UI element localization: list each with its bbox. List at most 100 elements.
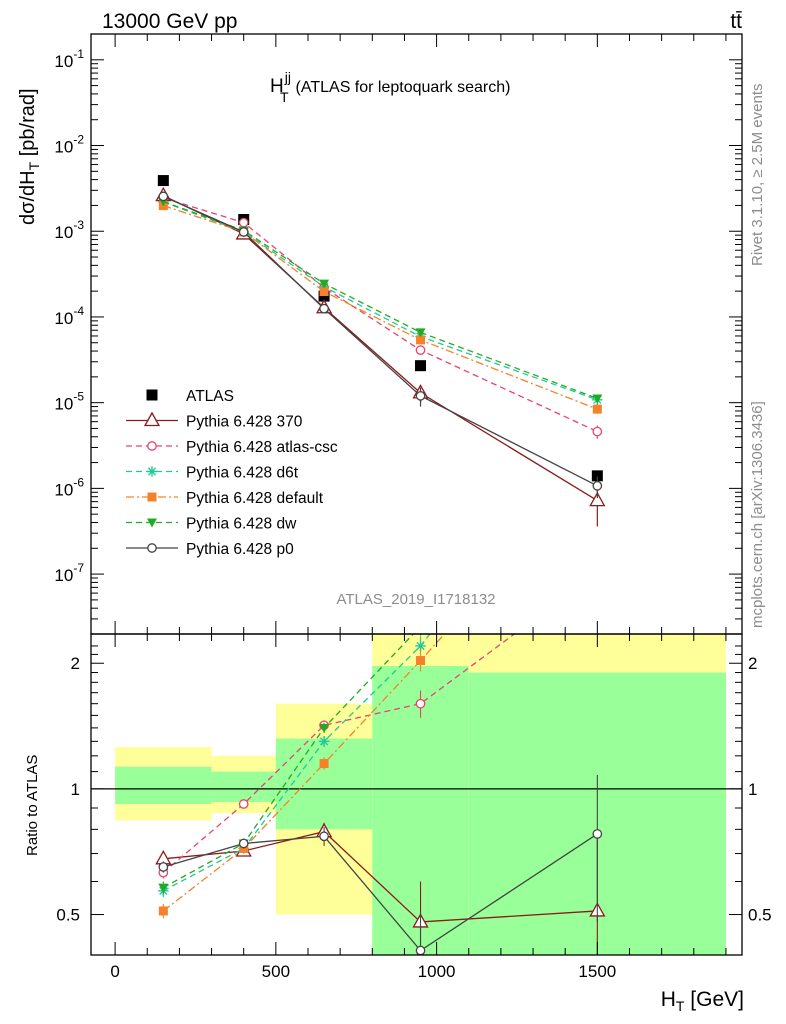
main-point-p0-4 xyxy=(592,481,603,491)
main-ytick-label-base-1: 10 xyxy=(54,480,73,499)
ratio-point-d6t-3 xyxy=(415,640,426,652)
panel-frames xyxy=(90,33,743,956)
ratio-ytick-label-right-0.5: 0.5 xyxy=(748,906,772,925)
ratio-point-default-3 xyxy=(416,656,426,666)
main-point-p370-4 xyxy=(589,491,606,507)
legend-marker-dw xyxy=(147,518,157,528)
main-ytick-label-3: 10-4 xyxy=(54,304,84,328)
ratio-point-d6t-2 xyxy=(318,736,330,747)
mcplots-label: mcplots.cern.ch [arXiv:1306.3436] xyxy=(749,401,766,628)
ratio-point-d6t-2-d2 xyxy=(319,737,329,746)
main-ytick-label-exp-6: -1 xyxy=(73,47,84,61)
main-point-dw-3 xyxy=(415,328,426,338)
legend-marker-default xyxy=(147,492,157,502)
main-ytick-label-exp-0: -7 xyxy=(73,561,84,575)
legend-label-dw: Pythia 6.428 dw xyxy=(186,516,297,533)
ratio-xtick-label-1500: 1500 xyxy=(578,962,616,981)
main-ytick-label-5: 10-2 xyxy=(54,133,84,157)
ratio-point-dw-3 xyxy=(416,622,426,631)
main-ytick-label-6: 10-1 xyxy=(54,47,84,71)
ratio-series-lines xyxy=(155,414,606,955)
ratio-point-p0-4 xyxy=(592,829,603,839)
ratio-point-d6t-3-d2 xyxy=(416,641,425,651)
main-ytick-label-exp-4: -3 xyxy=(73,218,84,232)
ratio-point-dw-2 xyxy=(319,723,330,733)
legend-label-p0: Pythia 6.428 p0 xyxy=(186,541,294,558)
y-axis-ratio-label: Ratio to ATLAS xyxy=(24,755,41,856)
ratio-xtick-label-0: 0 xyxy=(110,962,119,981)
ratio-point-p0-0 xyxy=(158,862,169,872)
ratio-ytick-label-right-1: 1 xyxy=(748,780,757,799)
ratio-line-atlas_csc xyxy=(162,634,516,874)
main-point-atlas_csc-3 xyxy=(415,345,426,355)
ratio-point-atlas_csc-4 xyxy=(593,568,601,576)
main-point-data-3 xyxy=(415,360,427,372)
ratio-point-default-2 xyxy=(319,759,329,769)
ratio-point-atlas_csc-1 xyxy=(238,799,249,809)
ratio-xtick-label-500: 500 xyxy=(262,962,290,981)
ratio-line-default xyxy=(162,634,446,912)
ratio-point-default-0 xyxy=(158,906,168,916)
ratio-point-d6t-4 xyxy=(592,414,602,424)
main-point-data-0 xyxy=(157,175,169,187)
process-label: tt̄ xyxy=(730,10,742,33)
plot-title-sub: T xyxy=(280,89,289,105)
legend-label-p370: Pythia 6.428 370 xyxy=(186,414,303,431)
ratio-point-default-4 xyxy=(593,460,602,469)
ratio-point-p0-1 xyxy=(238,838,249,849)
ratio-frame xyxy=(90,633,743,956)
main-point-default-3 xyxy=(416,335,426,345)
main-point-p0-1 xyxy=(238,227,249,237)
ratio-point-d6t-4-d1 xyxy=(594,415,601,422)
main-point-p0-2 xyxy=(319,303,329,314)
main-series-lines xyxy=(155,175,606,527)
plot-title-rest: (ATLAS for leptoquark search) xyxy=(296,79,511,96)
ratio-point-dw-0 xyxy=(158,883,169,893)
energy-label: 13000 GeV pp xyxy=(102,10,237,33)
main-point-default-2 xyxy=(319,287,329,297)
legend: ATLAS Pythia 6.428 370 Pythia 6.428 atlas-… xyxy=(126,388,338,558)
main-point-p0-3 xyxy=(415,391,426,401)
rivet-label: Rivet 3.1.10, ≥ 2.5M events xyxy=(749,84,766,267)
y-axis-main-label: dσ/dHT [pb/rad] xyxy=(17,88,42,225)
main-point-data-2 xyxy=(318,290,330,302)
main-point-data-4 xyxy=(591,470,603,482)
main-ytick-label-base-0: 10 xyxy=(54,566,73,585)
main-ytick-label-base-3: 10 xyxy=(54,309,73,328)
main-ytick-label-0: 10-7 xyxy=(54,561,84,585)
main-ytick-label-exp-2: -5 xyxy=(73,390,84,404)
plot-title: Hjj T (ATLAS for leptoquark search) xyxy=(270,69,510,105)
main-ytick-label-base-5: 10 xyxy=(54,138,73,157)
main-ytick-label-2: 10-5 xyxy=(54,390,84,414)
x-axis-label: HT [GeV] xyxy=(661,988,744,1014)
legend-marker-p370 xyxy=(143,411,161,427)
main-point-atlas_csc-1 xyxy=(238,217,249,228)
legend-marker-p0 xyxy=(147,543,157,553)
ratio-xtick-label-1000: 1000 xyxy=(418,962,456,981)
ratio-band-green-1 xyxy=(211,771,276,803)
legend-label-default: Pythia 6.428 default xyxy=(186,490,324,507)
main-ytick-label-4: 10-3 xyxy=(54,218,84,242)
legend-label-atlas_csc: Pythia 6.428 atlas-csc xyxy=(186,439,338,456)
ratio-ytick-label-left-0.5: 0.5 xyxy=(56,906,80,925)
plot-title-sup: jj xyxy=(284,69,291,85)
ratio-point-atlas_csc-3 xyxy=(415,698,426,709)
ratio-ytick-label-left-2: 2 xyxy=(71,654,80,673)
legend-marker-atlas_csc xyxy=(147,441,157,451)
legend-marker-d6t xyxy=(146,466,158,477)
main-ytick-label-1: 10-6 xyxy=(54,475,84,499)
ratio-band-green-0 xyxy=(115,766,212,805)
main-ytick-label-base-6: 10 xyxy=(54,52,73,71)
ratio-point-p0-3 xyxy=(415,945,426,955)
main-ytick-label-exp-1: -6 xyxy=(73,475,84,489)
legend-marker-d6t-d2 xyxy=(147,467,157,476)
ratio-point-p0-2 xyxy=(319,831,329,842)
main-ytick-label-base-4: 10 xyxy=(54,223,73,242)
main-ytick-label-exp-3: -4 xyxy=(73,304,84,318)
main-point-atlas_csc-4 xyxy=(592,426,603,437)
plot-title-main: H xyxy=(270,76,284,97)
main-line-dw xyxy=(163,200,598,400)
legend-label-d6t: Pythia 6.428 d6t xyxy=(186,465,299,482)
main-line-default xyxy=(163,204,598,410)
